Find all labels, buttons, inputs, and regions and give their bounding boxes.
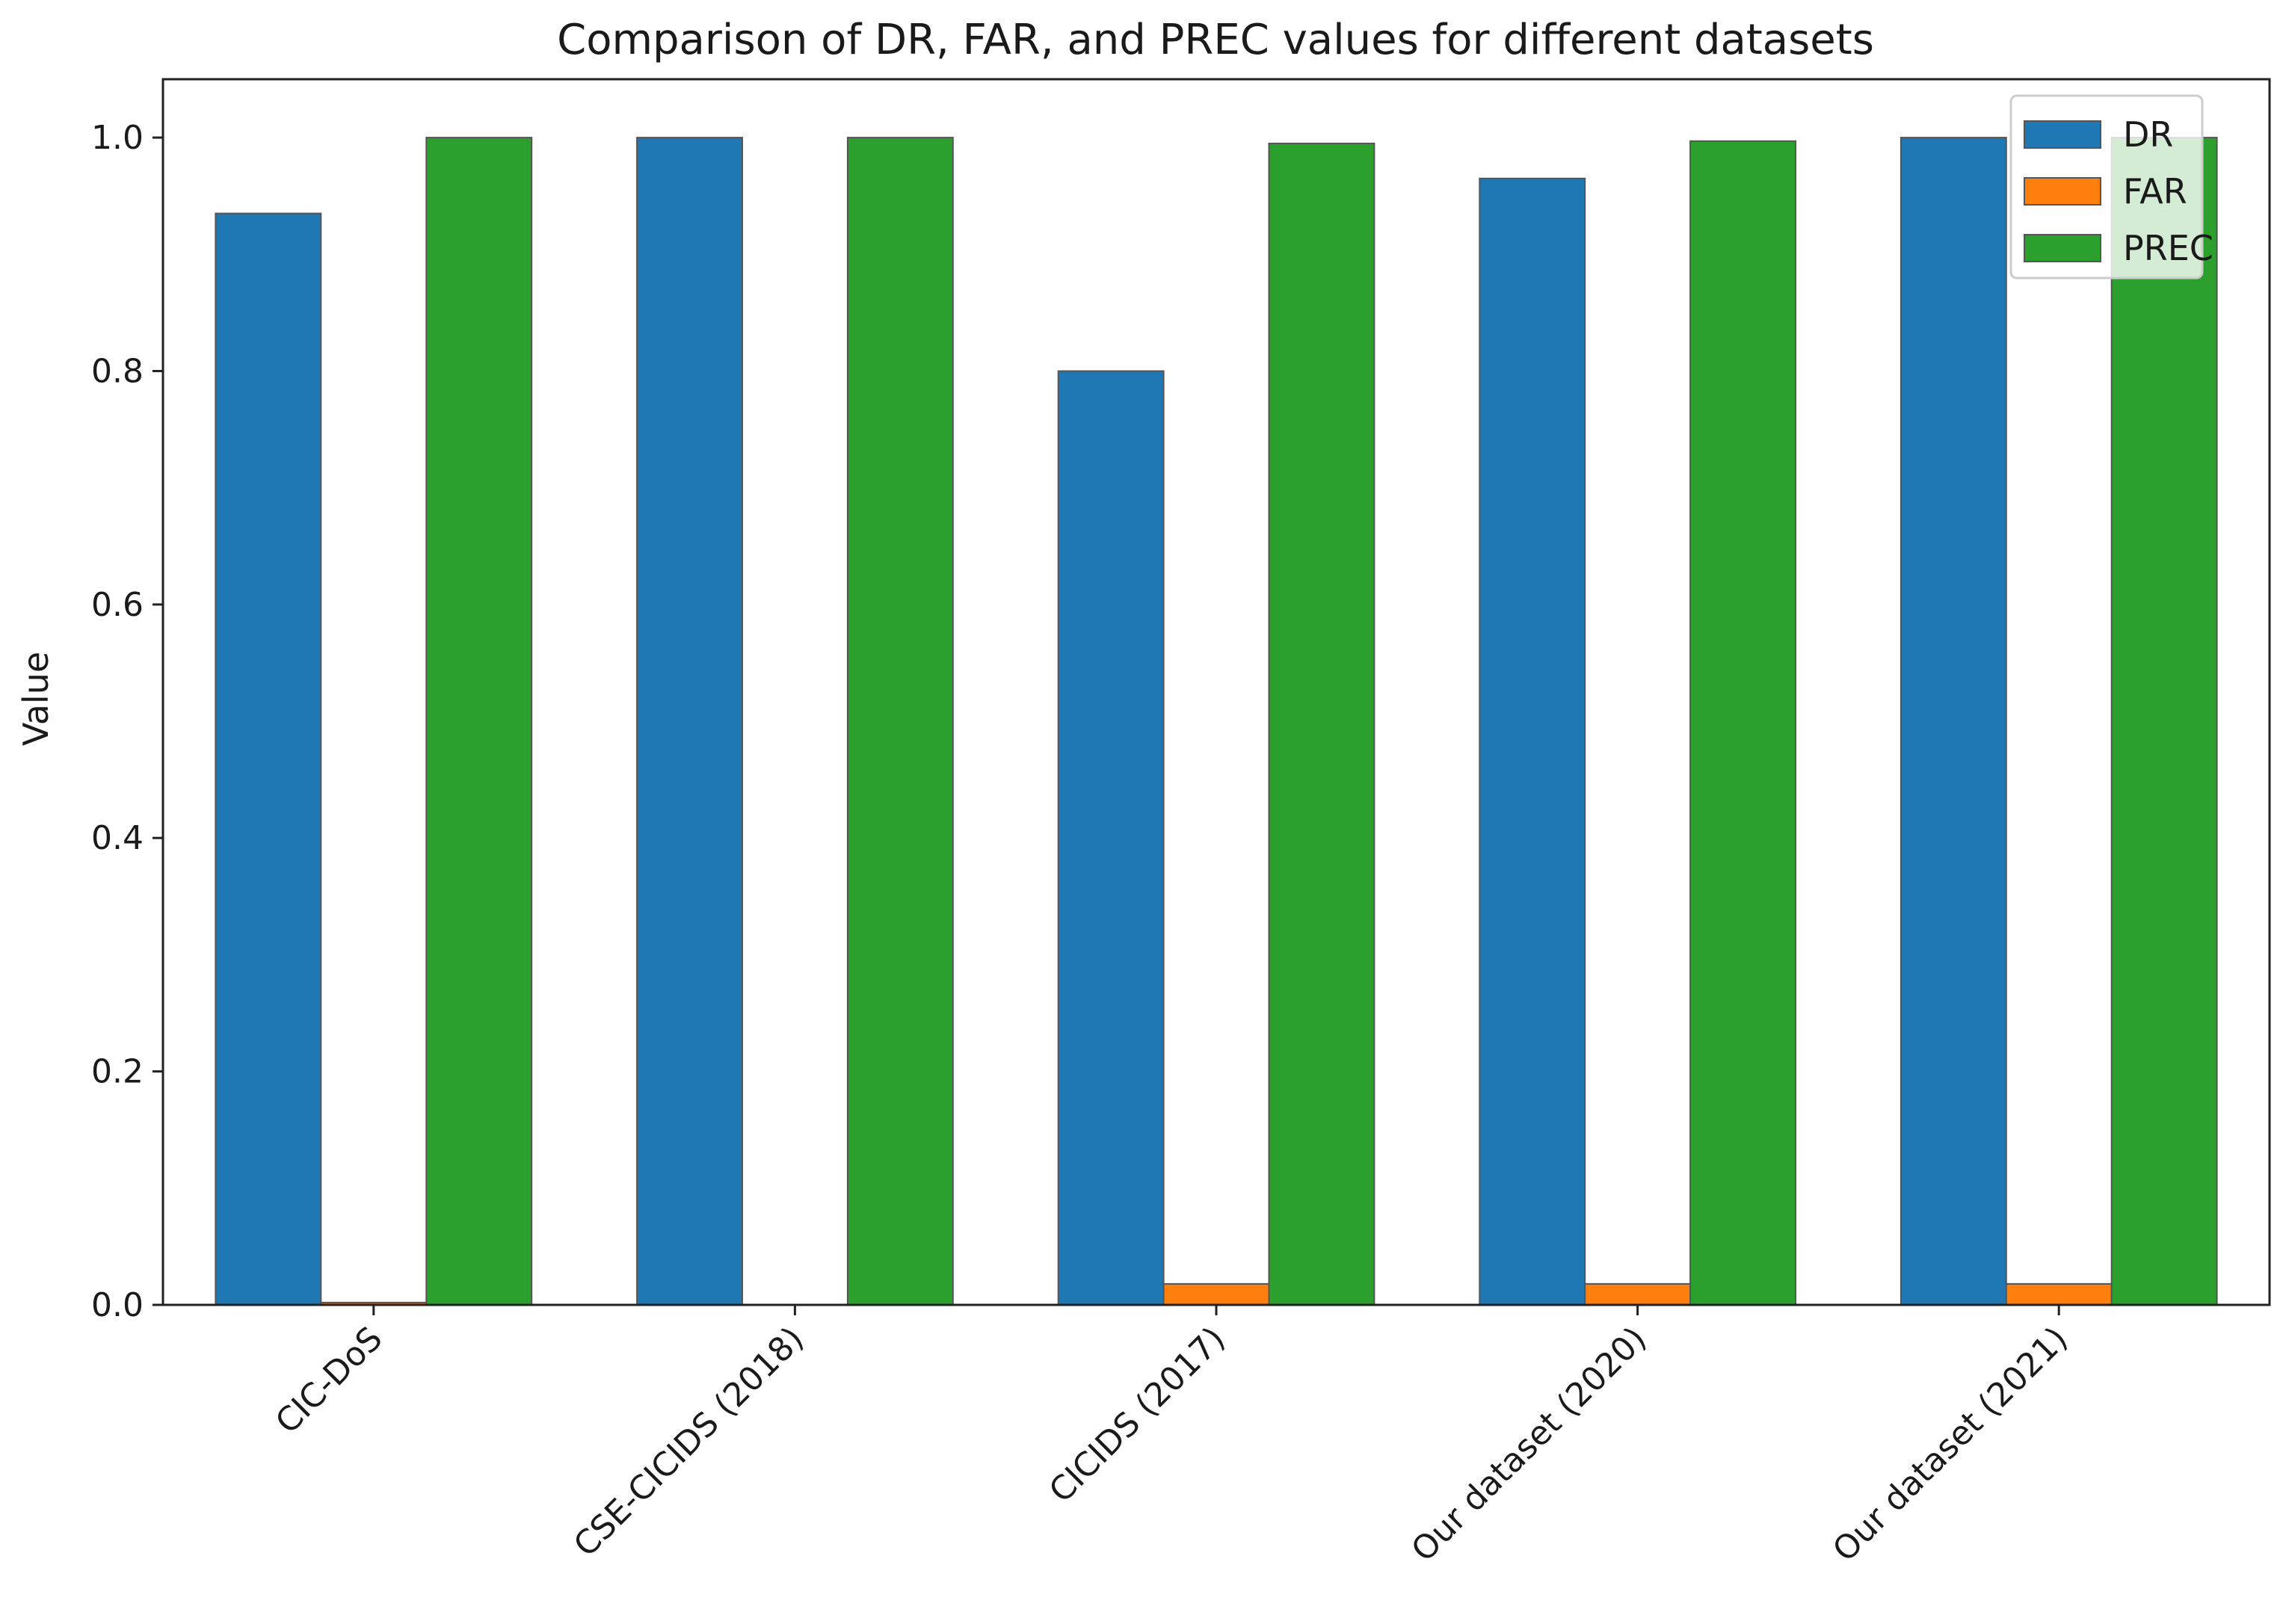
bar-prec-2 [846,137,954,1306]
x-tick-label: CICIDS (2017) [1042,1320,1233,1510]
legend-label-prec: PREC [2123,228,2213,268]
chart-title: Comparison of DR, FAR, and PREC values f… [557,16,1874,64]
y-tick-label: 0.4 [91,819,144,857]
bar-dr-1 [215,212,322,1306]
bar-dr-2 [636,137,743,1306]
bar-far-3 [1162,1282,1270,1306]
plot-area: 0.0 0.2 0.4 0.6 0.8 1.0 CIC-DoS CSE-CICIDS (201… [91,78,2271,1569]
legend: DR FAR PREC [2009,94,2213,280]
y-tick-label: 1.0 [91,119,144,157]
y-axis-label: Value [16,652,56,746]
bar-dr-5 [1900,137,2007,1306]
x-tick-label: CSE-CICIDS (2018) [567,1320,811,1564]
x-tick-label: CIC-DoS [268,1320,390,1442]
y-tick-label: 0.6 [91,586,144,624]
y-axis: 0.0 0.2 0.4 0.6 0.8 1.0 [91,119,163,1324]
bar-prec-3 [1268,142,1375,1306]
bar-far-4 [1584,1282,1692,1306]
bar-dr-3 [1057,370,1165,1306]
y-tick-label: 0.0 [91,1286,144,1324]
legend-swatch-prec [2024,234,2101,262]
x-axis: CIC-DoS CSE-CICIDS (2018) CICIDS (2017) Our… [268,1305,2075,1569]
legend-label-dr: DR [2123,114,2173,155]
bar-far-5 [2005,1282,2113,1306]
bar-prec-5 [2110,137,2218,1306]
legend-swatch-dr [2024,120,2101,149]
legend-swatch-far [2024,177,2101,206]
bar-prec-1 [425,137,533,1306]
bars-group [215,137,2218,1306]
x-tick-label: Our dataset (2021) [1826,1320,2075,1569]
bar-dr-4 [1479,177,1586,1306]
x-tick-label: Our dataset (2020) [1404,1320,1654,1569]
bar-prec-4 [1689,140,1797,1306]
y-tick-label: 0.2 [91,1053,144,1091]
legend-label-far: FAR [2123,171,2187,212]
y-tick-label: 0.8 [91,352,144,390]
